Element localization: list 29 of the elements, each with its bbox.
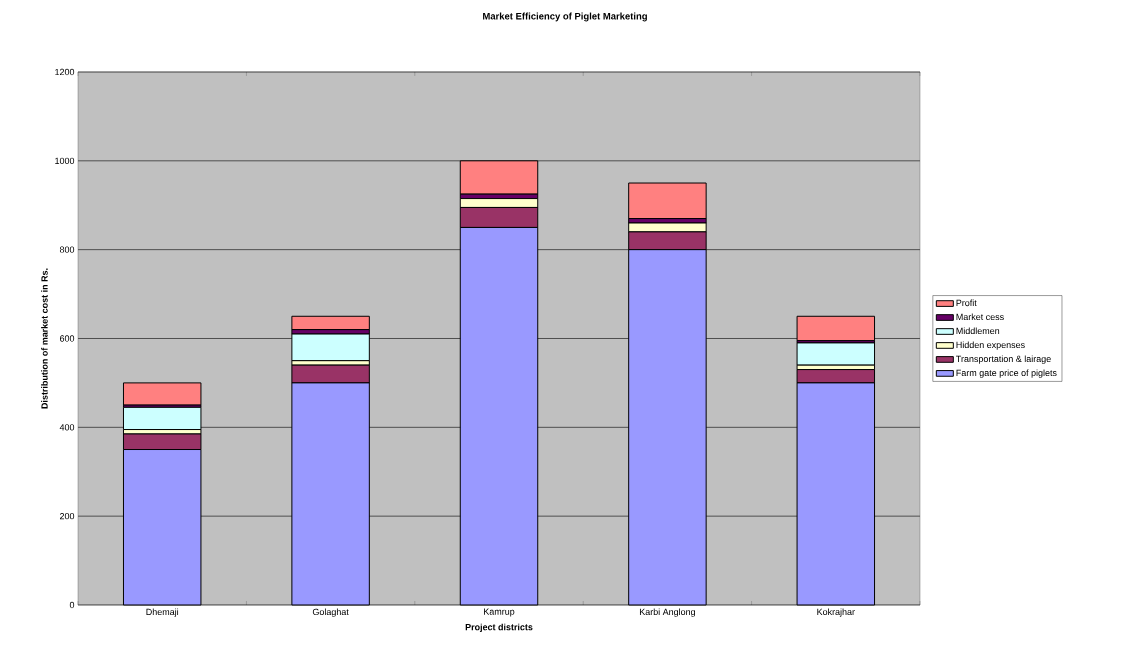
y-axis-title: Distribution of market cost in Rs. [41, 268, 48, 409]
legend-label: Market cess [956, 313, 1004, 321]
bar [122, 406, 202, 431]
y-tick-label: 0 [69, 601, 75, 609]
legend-label: Hidden expenses [956, 341, 1025, 350]
x-tick-label: Dhemaji [146, 608, 179, 617]
bar [628, 182, 707, 220]
y-tick-label: 400 [59, 424, 75, 431]
x-axis-title: Project districts [465, 623, 533, 633]
x-tick-label: Golaghat [312, 608, 349, 617]
chart-title: Market Efficiency of Piglet Marketing [483, 12, 647, 22]
y-tick-label: 600 [59, 335, 75, 342]
legend-label: Profit [956, 299, 977, 307]
x-tick-label: Kokrajhar [817, 608, 855, 617]
x-tick-label: Kamrup [484, 608, 515, 617]
legend-label: Farm gate price of piglets [956, 369, 1057, 378]
bar [796, 342, 876, 366]
legend-label: Middlemen [956, 327, 1000, 335]
y-tick-label: 1000 [55, 157, 75, 164]
y-tick-label: 200 [59, 512, 75, 520]
legend-label: Transportation & lairage [956, 355, 1051, 364]
bar [459, 160, 539, 195]
y-tick-label: 1200 [55, 68, 75, 76]
bar [291, 315, 370, 331]
x-tick-label: Karbi Anglong [639, 608, 695, 617]
bar [796, 315, 876, 342]
bar [122, 382, 202, 406]
bar [291, 333, 370, 362]
y-tick-label: 800 [59, 246, 75, 253]
